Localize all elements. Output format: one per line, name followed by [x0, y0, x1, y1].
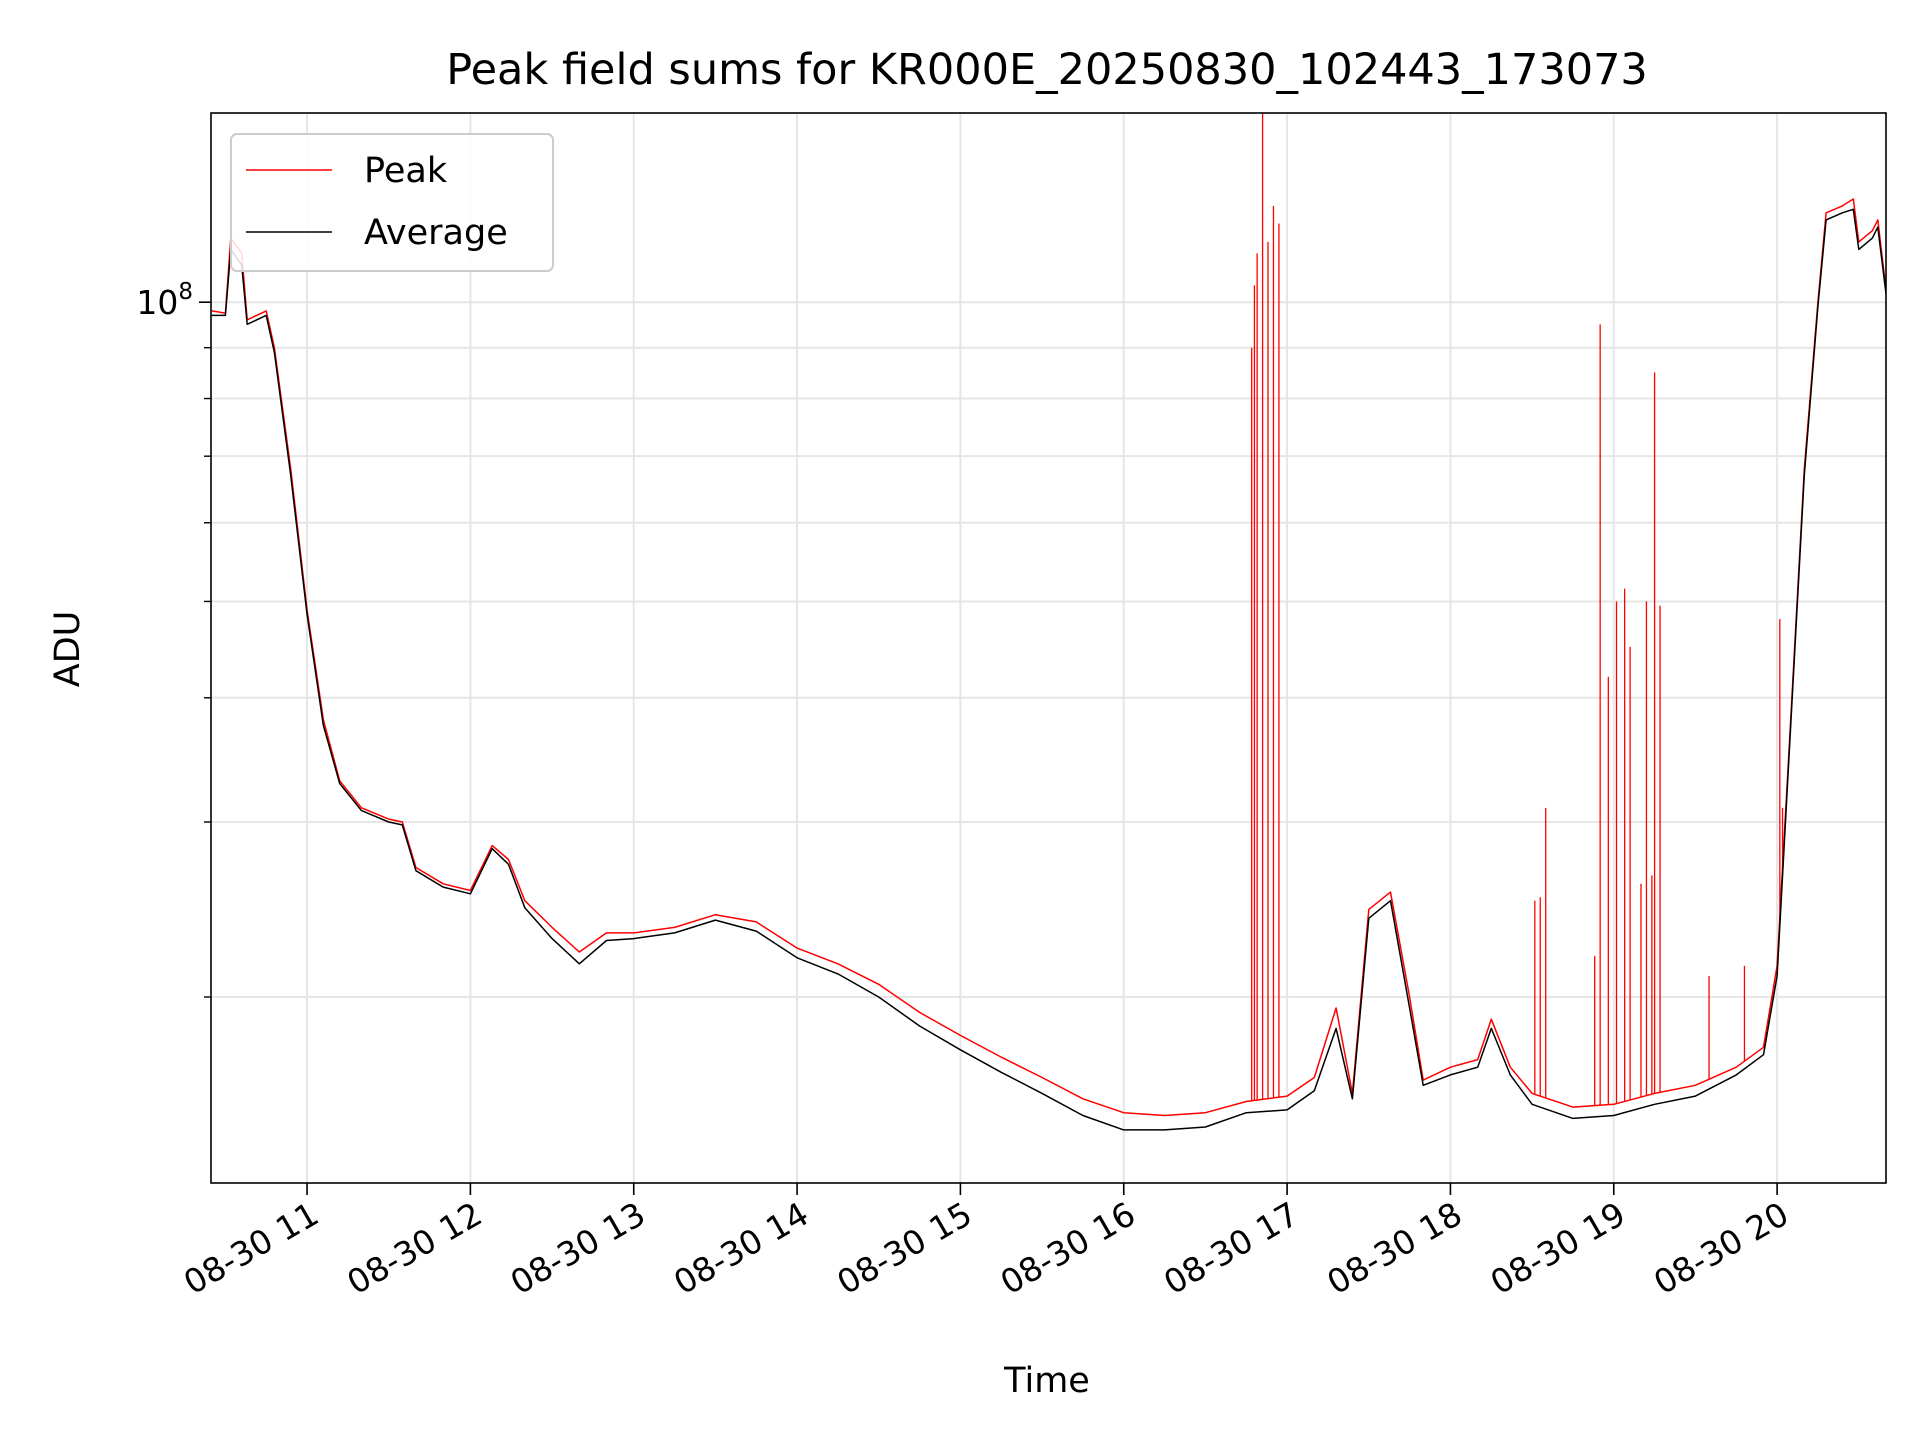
legend-label-peak: Peak — [364, 151, 448, 191]
y-axis: 108 — [136, 279, 211, 998]
chart-title: Peak field sums for KR000E_20250830_1024… — [446, 45, 1648, 95]
grid-lines — [211, 113, 1886, 1183]
y-axis-label: ADU — [48, 611, 88, 688]
series-line-average — [211, 208, 1886, 1131]
plot-series — [211, 113, 1886, 1131]
axes-frame — [210, 112, 1887, 1184]
y-tick-label: 108 — [136, 279, 193, 322]
legend-box — [230, 133, 554, 272]
legend: Peak Average — [230, 133, 554, 272]
x-axis-label: Time — [1003, 1361, 1090, 1401]
legend-label-average: Average — [364, 213, 508, 253]
series-line-peak — [211, 198, 1886, 1117]
